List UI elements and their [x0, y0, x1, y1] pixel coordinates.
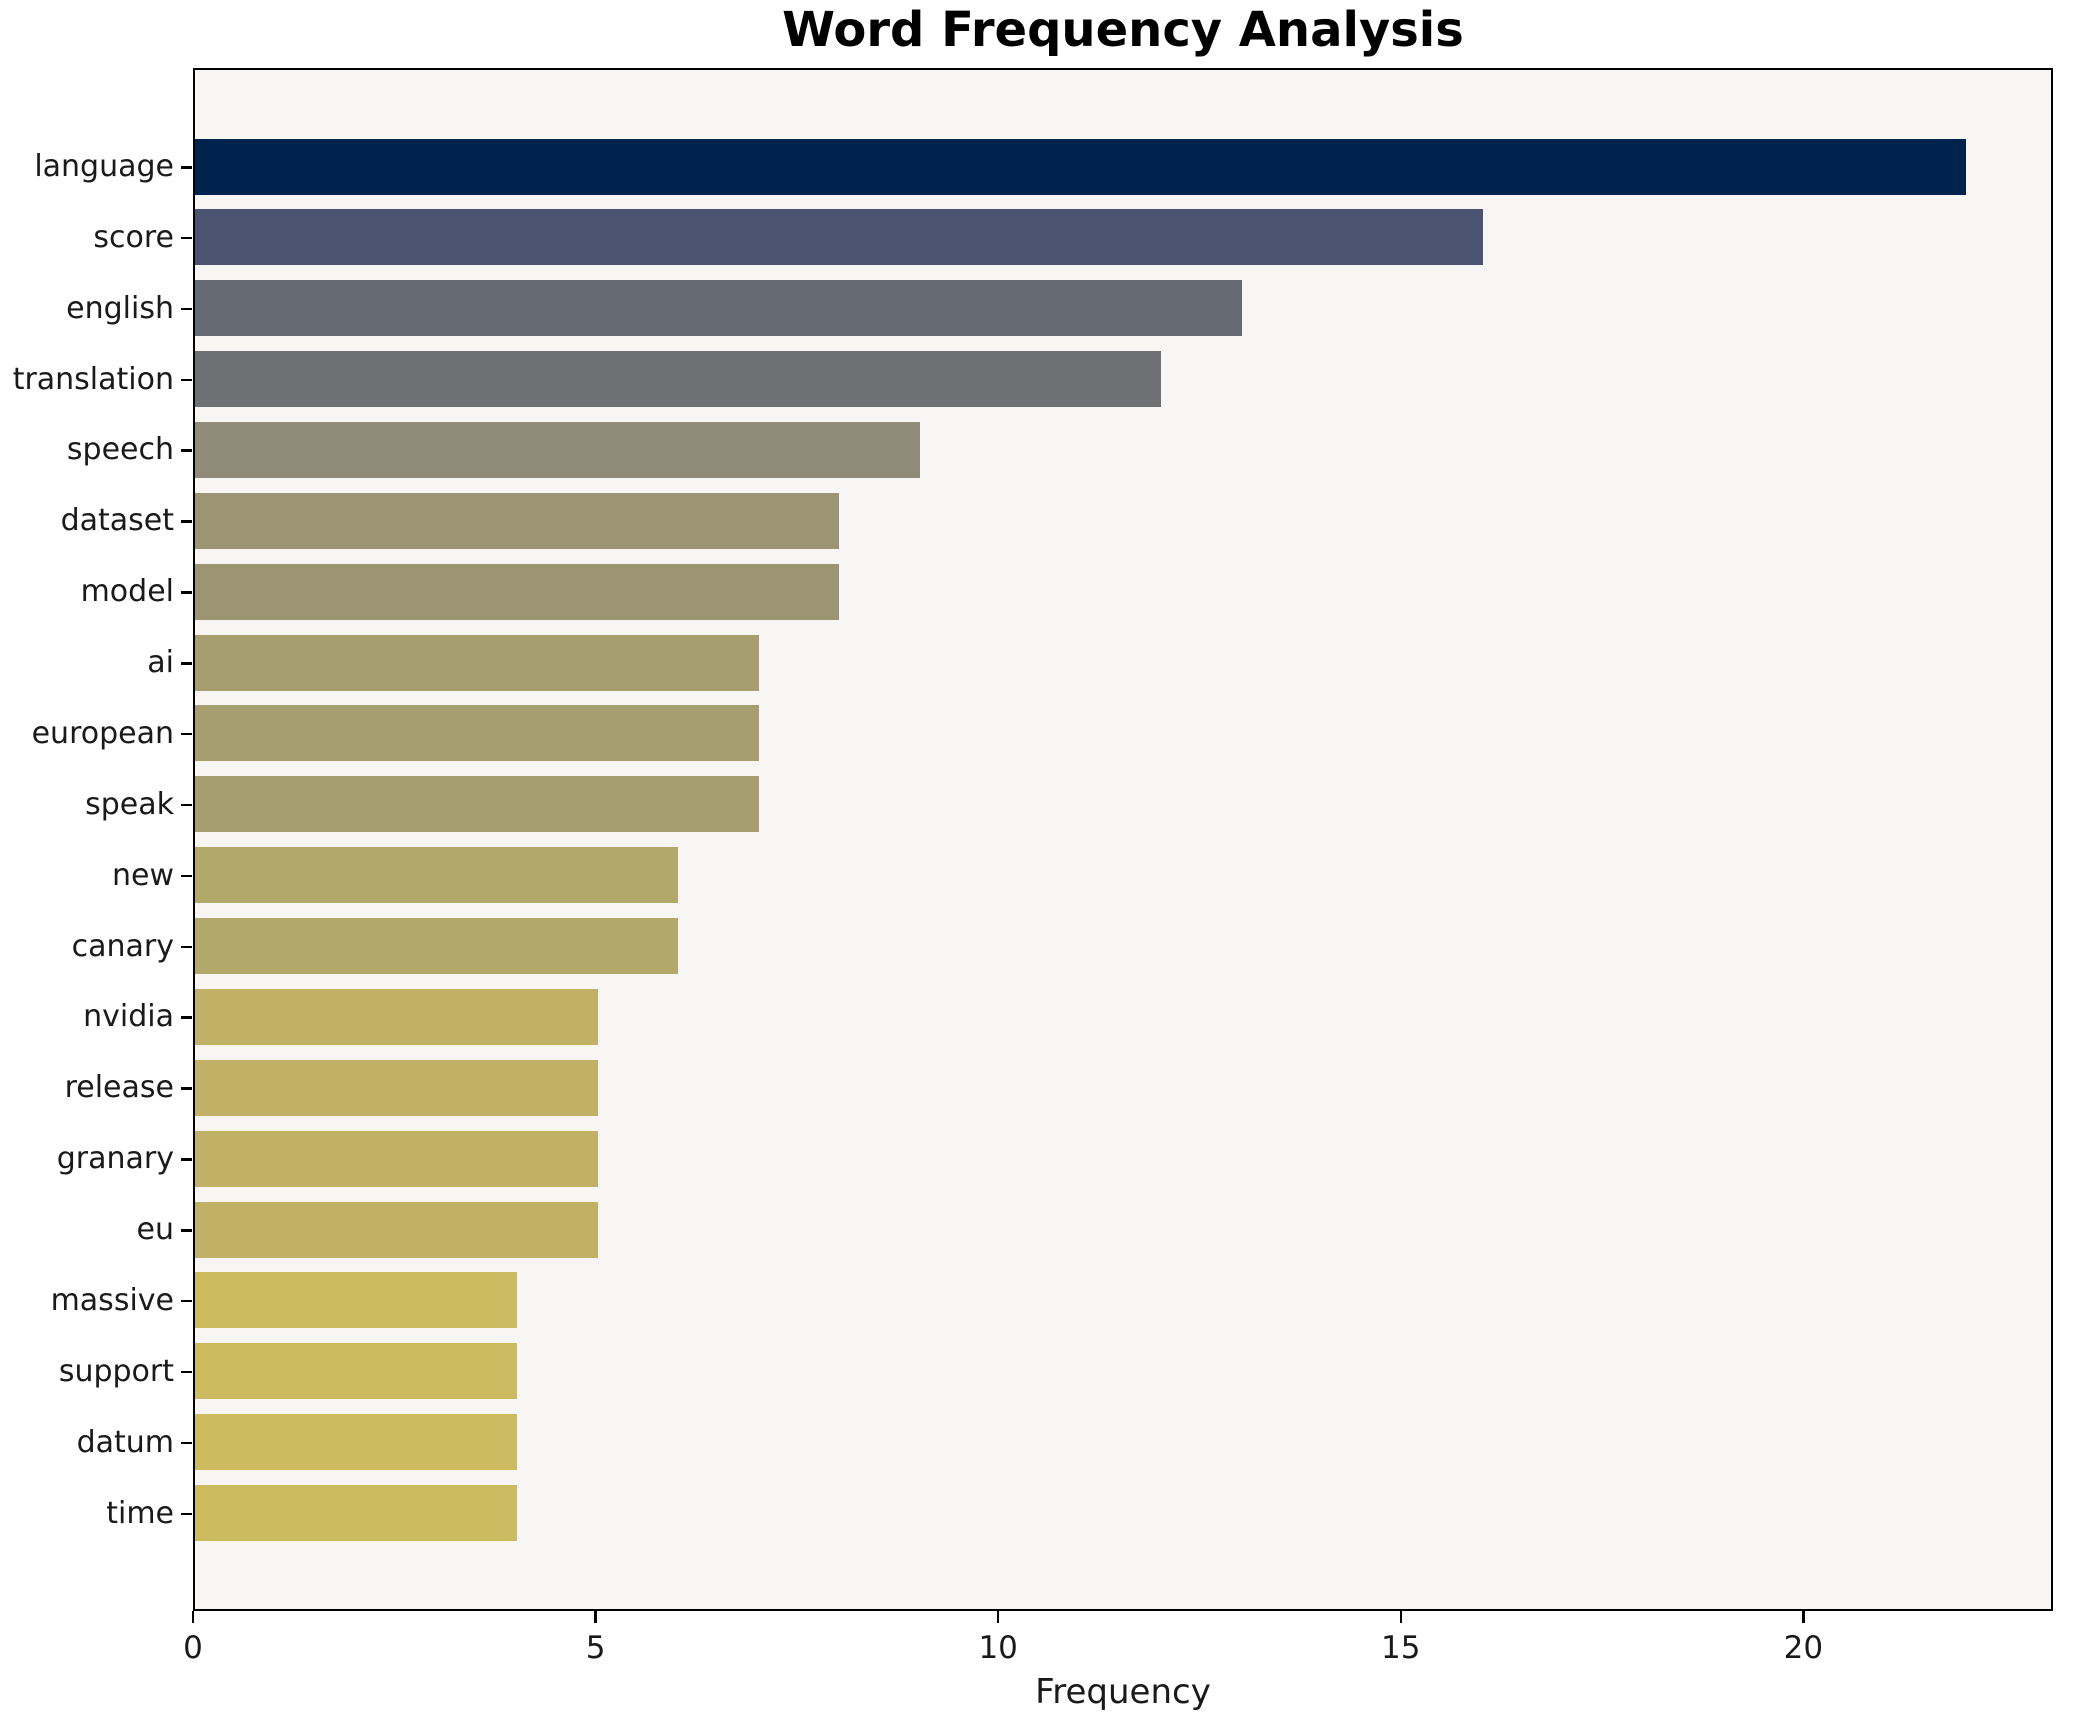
x-axis-title: Frequency — [1035, 1672, 1211, 1712]
bar-massive — [195, 1272, 518, 1329]
y-tick-mark — [181, 520, 192, 523]
bar-translation — [195, 351, 1162, 408]
y-tick-mark — [181, 1370, 192, 1374]
y-tick-mark — [181, 1512, 192, 1516]
y-tick-mark — [181, 449, 192, 452]
bar-english — [195, 280, 1242, 337]
x-tick-mark — [594, 1611, 597, 1623]
y-tick-label-datum: datum — [76, 1424, 174, 1460]
y-tick-label-translation: translation — [12, 361, 174, 397]
y-tick-label-canary: canary — [71, 928, 174, 964]
y-tick-label-ai: ai — [147, 645, 174, 681]
y-tick-label-model: model — [80, 574, 174, 610]
bar-model — [195, 563, 840, 620]
y-tick-label-time: time — [106, 1495, 174, 1531]
x-tick-label-20: 20 — [1783, 1630, 1824, 1666]
y-tick-mark — [181, 1158, 192, 1161]
bar-european — [195, 705, 759, 762]
bar-speech — [195, 421, 920, 478]
bar-support — [195, 1343, 518, 1400]
y-tick-label-language: language — [34, 149, 174, 184]
y-tick-mark — [181, 732, 192, 736]
y-tick-label-massive: massive — [50, 1282, 174, 1318]
plot-area — [193, 68, 2053, 1611]
bar-eu — [195, 1201, 598, 1258]
x-tick-label-0: 0 — [183, 1630, 203, 1666]
y-tick-mark — [181, 591, 192, 594]
y-tick-mark — [181, 1016, 192, 1019]
y-tick-mark — [181, 1087, 192, 1090]
x-tick-label-10: 10 — [978, 1630, 1018, 1666]
x-tick-mark — [1399, 1611, 1403, 1623]
y-tick-mark — [181, 803, 192, 807]
bar-granary — [195, 1130, 598, 1187]
y-tick-label-speech: speech — [66, 432, 174, 468]
bar-release — [195, 1059, 598, 1116]
y-tick-label-european: european — [31, 715, 174, 751]
y-tick-label-nvidia: nvidia — [83, 999, 174, 1035]
y-tick-mark — [181, 874, 192, 878]
y-tick-label-support: support — [58, 1353, 174, 1389]
bar-language — [195, 138, 1967, 195]
y-tick-mark — [181, 1441, 192, 1445]
y-tick-mark — [181, 1299, 192, 1303]
x-tick-label-5: 5 — [585, 1630, 606, 1666]
y-tick-mark — [181, 378, 192, 382]
bar-time — [195, 1485, 518, 1542]
y-tick-label-granary: granary — [56, 1141, 174, 1177]
bar-score — [195, 209, 1484, 266]
y-tick-label-dataset: dataset — [60, 503, 174, 539]
x-tick-mark — [996, 1611, 1000, 1623]
chart-title: Word Frequency Analysis — [782, 2, 1464, 58]
y-tick-mark — [181, 662, 192, 665]
bar-canary — [195, 918, 679, 975]
y-tick-label-new: new — [111, 857, 174, 893]
bar-ai — [195, 634, 759, 691]
bar-dataset — [195, 492, 840, 549]
y-tick-label-score: score — [93, 219, 174, 255]
bar-new — [195, 847, 679, 904]
bar-nvidia — [195, 988, 598, 1045]
y-tick-label-english: english — [66, 290, 174, 326]
x-tick-mark — [1802, 1611, 1805, 1623]
y-tick-label-eu: eu — [136, 1212, 174, 1248]
y-tick-mark — [181, 945, 192, 949]
y-tick-label-release: release — [64, 1070, 174, 1106]
bar-speak — [195, 776, 759, 833]
y-tick-mark — [181, 307, 192, 311]
y-tick-mark — [181, 1229, 192, 1232]
y-tick-mark — [181, 166, 192, 169]
x-tick-mark — [191, 1611, 195, 1623]
y-tick-label-speak: speak — [85, 786, 174, 822]
x-tick-label-15: 15 — [1381, 1630, 1421, 1666]
y-tick-mark — [181, 236, 192, 240]
bar-datum — [195, 1414, 518, 1471]
